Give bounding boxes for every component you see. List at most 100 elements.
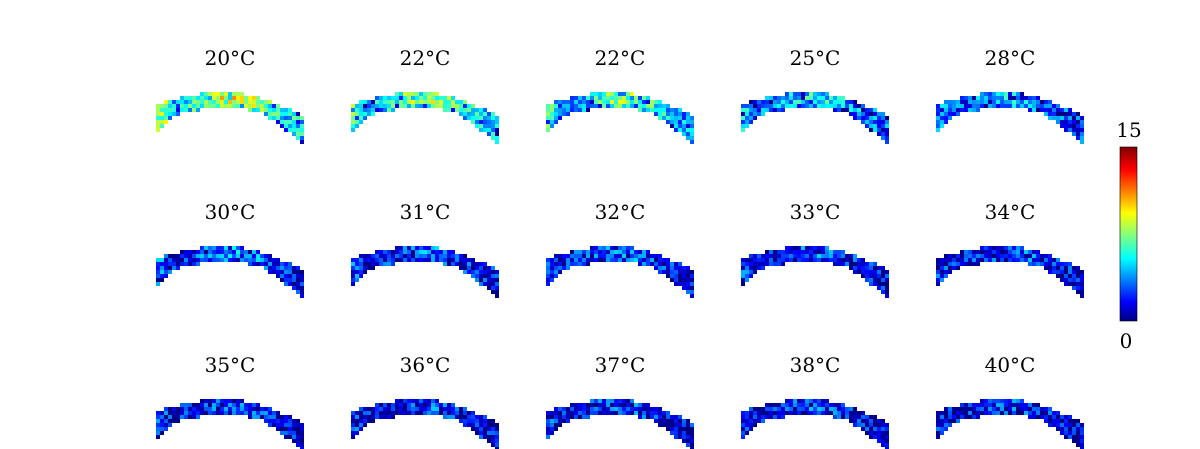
heatmap-cell xyxy=(578,108,582,112)
heatmap-cell xyxy=(936,128,940,132)
heatmap-cell xyxy=(546,411,550,415)
heatmap-cell xyxy=(451,250,455,254)
heatmap-cell xyxy=(1008,92,1012,96)
heatmap-cell xyxy=(885,423,889,427)
heatmap-cell xyxy=(566,262,570,266)
heatmap-cell xyxy=(1044,262,1048,266)
heatmap-cell xyxy=(260,104,264,108)
heatmap-cell xyxy=(877,419,881,423)
heatmap-cell xyxy=(1048,415,1052,419)
heatmap-cell xyxy=(288,431,292,435)
heatmap-cell xyxy=(212,92,216,96)
heatmap-cell xyxy=(984,403,988,407)
heatmap-cell xyxy=(853,419,857,423)
heatmap-cell xyxy=(439,100,443,104)
heatmap-cell xyxy=(1068,282,1072,286)
heatmap-cell xyxy=(857,104,861,108)
heatmap-cell xyxy=(435,403,439,407)
heatmap-cell xyxy=(857,419,861,423)
heatmap-cell xyxy=(956,100,960,104)
heatmap-cell xyxy=(471,262,475,266)
heatmap-cell xyxy=(626,96,630,100)
heatmap-cell xyxy=(415,100,419,104)
heatmap-cell xyxy=(495,431,499,435)
heatmap-cell xyxy=(1048,270,1052,274)
heatmap-cell xyxy=(172,419,176,423)
heatmap-cell xyxy=(558,254,562,258)
heatmap-cell xyxy=(236,100,240,104)
heatmap-cell xyxy=(1060,419,1064,423)
heatmap-cell xyxy=(881,286,885,290)
heatmap-cell xyxy=(944,120,948,124)
heatmap-cell xyxy=(594,92,598,96)
heatmap-cell xyxy=(419,104,423,108)
heatmap-cell xyxy=(280,116,284,120)
heatmap-cell xyxy=(395,403,399,407)
heatmap-cell xyxy=(777,407,781,411)
heatmap-cell xyxy=(284,278,288,282)
heatmap-cell xyxy=(164,104,168,108)
heatmap-cell xyxy=(885,439,889,443)
heatmap-cell xyxy=(1032,100,1036,104)
heatmap-cell xyxy=(682,124,686,128)
heatmap-cell xyxy=(216,92,220,96)
heatmap-cell xyxy=(367,108,371,112)
heatmap-cell xyxy=(670,108,674,112)
heatmap-cell xyxy=(757,266,761,270)
heatmap-cell xyxy=(837,403,841,407)
heatmap-cell xyxy=(252,104,256,108)
heatmap-cell xyxy=(944,100,948,104)
heatmap-cell xyxy=(180,407,184,411)
heatmap-cell xyxy=(228,246,232,250)
heatmap-cell xyxy=(467,116,471,120)
heatmap-cell xyxy=(176,419,180,423)
heatmap-cell xyxy=(634,403,638,407)
heatmap-cell xyxy=(1036,258,1040,262)
heatmap-cell xyxy=(1056,423,1060,427)
heatmap-cell xyxy=(785,96,789,100)
heatmap-cell xyxy=(936,431,940,435)
heatmap-cell xyxy=(216,104,220,108)
heatmap-cell xyxy=(204,250,208,254)
heatmap-cell xyxy=(773,104,777,108)
heatmap-cell xyxy=(781,100,785,104)
heatmap-cell xyxy=(642,108,646,112)
heatmap-cell xyxy=(674,112,678,116)
heatmap-cell xyxy=(427,104,431,108)
heatmap-cell xyxy=(483,431,487,435)
heatmap-cell xyxy=(495,116,499,120)
heatmap-cell xyxy=(857,266,861,270)
heatmap-cell xyxy=(391,262,395,266)
heatmap-cell xyxy=(359,254,363,258)
heatmap-cell xyxy=(586,108,590,112)
heatmap-cell xyxy=(678,112,682,116)
heatmap-cell xyxy=(483,108,487,112)
heatmap-cell xyxy=(821,407,825,411)
heatmap-cell xyxy=(351,262,355,266)
heatmap-cell xyxy=(873,112,877,116)
heatmap-cell xyxy=(383,403,387,407)
heatmap-cell xyxy=(642,403,646,407)
heatmap-cell xyxy=(172,266,176,270)
heatmap-cell xyxy=(244,258,248,262)
heatmap-cell xyxy=(1056,415,1060,419)
heatmap-cell xyxy=(459,108,463,112)
heatmap-cell xyxy=(948,112,952,116)
heatmap-cell xyxy=(164,270,168,274)
heatmap-cell xyxy=(610,411,614,415)
heatmap-cell xyxy=(682,439,686,443)
heatmap-cell xyxy=(682,423,686,427)
heatmap-cell xyxy=(284,431,288,435)
heatmap-cell xyxy=(363,116,367,120)
heatmap-cell xyxy=(801,403,805,407)
heatmap-cell xyxy=(690,116,694,120)
heatmap-cell xyxy=(491,120,495,124)
heatmap-cell xyxy=(793,399,797,403)
heatmap-cell xyxy=(467,415,471,419)
heatmap-cell xyxy=(252,96,256,100)
heatmap-cell xyxy=(801,246,805,250)
heatmap-cell xyxy=(666,266,670,270)
heatmap-cell xyxy=(869,124,873,128)
heatmap-cell xyxy=(869,128,873,132)
heatmap-cell xyxy=(260,407,264,411)
